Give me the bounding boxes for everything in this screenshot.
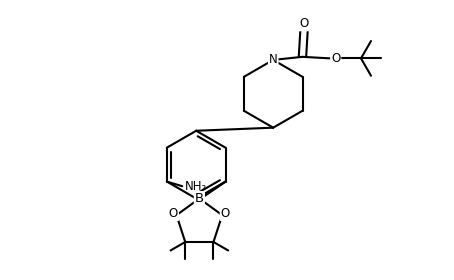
Text: O: O: [299, 17, 309, 30]
Text: NH₂: NH₂: [185, 180, 207, 193]
Text: O: O: [169, 207, 178, 220]
Text: B: B: [195, 192, 204, 205]
Text: O: O: [331, 52, 340, 65]
Text: O: O: [221, 207, 230, 220]
Text: N: N: [269, 53, 277, 66]
